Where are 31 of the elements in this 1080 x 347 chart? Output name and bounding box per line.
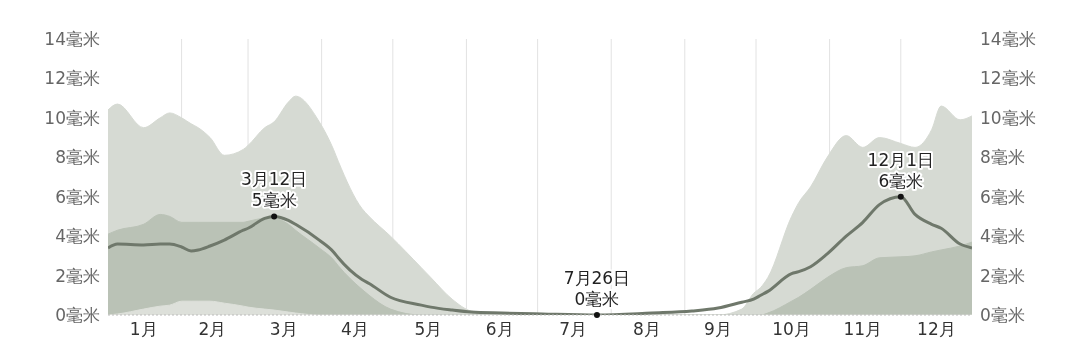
x-tick-label: 2月 <box>198 319 227 340</box>
y-tick-label: 10毫米 <box>44 107 100 128</box>
y2-tick-label: 8毫米 <box>980 147 1025 168</box>
annotation: 7月26日 0毫米 <box>563 268 631 309</box>
y-tick-label: 12毫米 <box>44 68 100 89</box>
x-tick-label: 4月 <box>340 319 369 340</box>
x-tick-label: 7月 <box>559 319 588 340</box>
annotation: 12月1日 6毫米 <box>867 149 935 191</box>
x-tick-label: 1月 <box>129 319 158 340</box>
x-tick-label: 9月 <box>704 319 732 340</box>
y2-tick-label: 6毫米 <box>980 186 1025 207</box>
annotation: 3月12日 5毫米 <box>240 169 308 211</box>
y2-tick-label: 14毫米 <box>980 29 1036 50</box>
x-tick-label: 11月 <box>843 319 883 340</box>
x-tick-label: 12月 <box>917 319 956 340</box>
y2-tick-label: 12毫米 <box>980 68 1036 89</box>
y-tick-label: 4毫米 <box>55 226 100 247</box>
y-tick-label: 14毫米 <box>44 29 100 50</box>
y-tick-label: 8毫米 <box>55 147 100 168</box>
x-tick-label: 6月 <box>485 319 514 340</box>
y2-tick-label: 2毫米 <box>980 265 1025 286</box>
y-tick-label: 6毫米 <box>55 186 100 207</box>
x-tick-label: 5月 <box>414 319 443 340</box>
x-tick-label: 8月 <box>632 319 661 340</box>
y2-tick-label: 10毫米 <box>980 107 1036 128</box>
x-tick-label: 10月 <box>772 319 811 340</box>
y-tick-label: 0毫米 <box>55 305 100 326</box>
y2-tick-label: 4毫米 <box>980 226 1025 247</box>
x-tick-label: 3月 <box>269 319 298 340</box>
y2-tick-label: 0毫米 <box>980 305 1025 326</box>
y-tick-label: 2毫米 <box>55 265 100 286</box>
